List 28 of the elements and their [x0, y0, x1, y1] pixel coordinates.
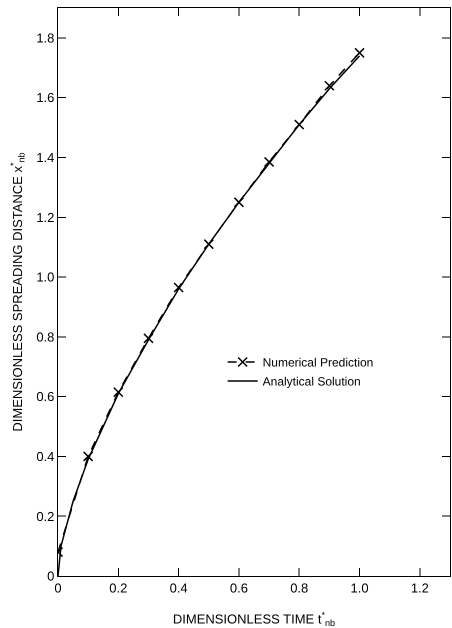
y-tick-label: 1.2 [36, 210, 54, 225]
point [294, 119, 304, 130]
y-tick-label: 0.2 [36, 508, 54, 524]
y-tick-label: 0 [47, 568, 54, 584]
x-tick-label: 0.6 [230, 580, 248, 596]
point [82, 451, 94, 462]
y-tick-label: 1.6 [36, 90, 54, 106]
legend-label: Numerical Prediction [262, 356, 374, 370]
point [354, 48, 365, 58]
x-tick-label: 0.2 [109, 580, 128, 596]
y-tick-label: 1.0 [36, 270, 54, 285]
point [204, 238, 214, 250]
y-tick-label: 1.8 [36, 30, 54, 46]
point [113, 386, 124, 398]
y-tick-label: 0.6 [36, 389, 54, 404]
y-tick-label: 1.4 [36, 150, 54, 166]
point [264, 156, 274, 168]
y-tick-label: 0.8 [36, 329, 54, 344]
x-tick-label: 1.0 [350, 580, 369, 596]
y-tick-label: 0.4 [36, 448, 54, 464]
point [173, 282, 184, 293]
x-tick-label: 1.2 [410, 580, 429, 596]
x-tick-label: 0.4 [170, 580, 188, 596]
point [324, 80, 335, 91]
point [143, 333, 154, 344]
point [234, 197, 244, 208]
x-tick-label: 0.8 [290, 580, 308, 596]
legend-label: Analytical Solution [262, 374, 361, 389]
